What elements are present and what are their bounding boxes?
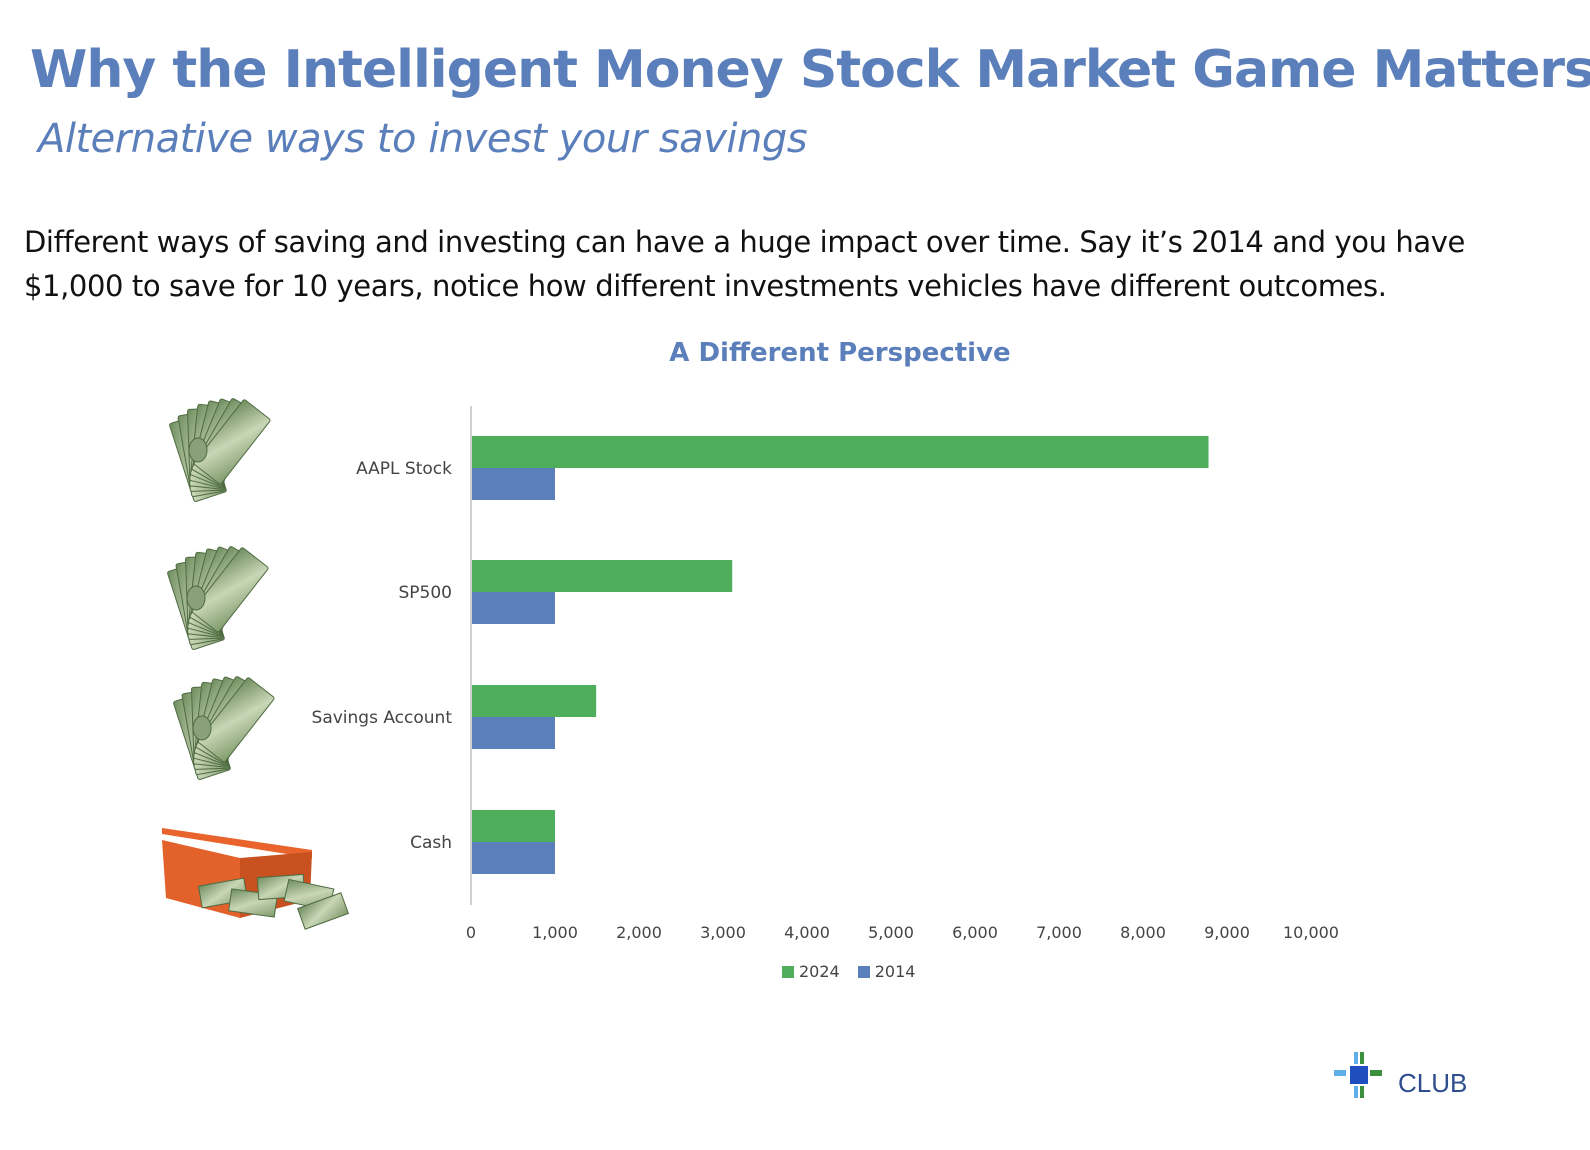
page-title: Why the Intelligent Money Stock Market G… [30,40,1590,100]
x-tick-label: 5,000 [868,923,914,942]
chart-title: A Different Perspective [669,338,1011,368]
legend-swatch-2014 [857,965,870,978]
legend-item-2014: 2014 [857,962,916,981]
category-label: SP500 [399,583,453,603]
chart-legend: 2024 2014 [782,962,915,981]
bar-savings-account-2014 [471,717,555,749]
bar-sp500-2024 [471,560,733,592]
x-tick-label: 0 [466,923,476,942]
x-tick-label: 10,000 [1283,923,1339,942]
bill-shape [191,547,269,633]
x-tick-label: 8,000 [1120,923,1166,942]
bill-portrait [188,437,208,463]
bill-shape [197,677,275,763]
logo-text: CLUB [1398,1068,1468,1098]
money-fan-icon [173,676,275,780]
x-tick-label: 2,000 [616,923,662,942]
legend-label-2024: 2024 [799,962,840,981]
bar-aapl-stock-2024 [471,436,1209,468]
bar-cash-2024 [471,810,555,842]
bill-portrait [186,585,206,611]
box-lid [162,828,312,858]
bar-cash-2014 [471,842,555,874]
bar-sp500-2014 [471,592,555,624]
x-tick-label: 1,000 [532,923,578,942]
legend-item-2024: 2024 [782,962,840,981]
bar-savings-account-2024 [471,685,597,717]
money-fan-icon [169,398,271,502]
money-fan-icon [167,546,269,650]
box-bill [296,892,350,930]
x-tick-label: 4,000 [784,923,830,942]
money-box-icon [162,828,350,930]
bill-shape [193,399,271,485]
x-tick-label: 9,000 [1204,923,1250,942]
x-tick-label: 7,000 [1036,923,1082,942]
x-tick-label: 6,000 [952,923,998,942]
category-label: AAPL Stock [356,459,452,479]
cross-logo-icon [1334,1052,1382,1098]
club-logo: CLUB [1334,1052,1484,1102]
x-tick-label: 3,000 [700,923,746,942]
category-label: Savings Account [312,708,453,728]
legend-label-2014: 2014 [874,962,916,981]
page-subtitle: Alternative ways to invest your savings [38,116,808,162]
box-front [162,840,240,918]
bill-portrait [192,715,212,741]
bar-aapl-stock-2014 [471,468,555,500]
category-label: Cash [410,833,452,853]
intro-paragraph: Different ways of saving and investing c… [24,225,1465,303]
legend-swatch-2024 [782,965,794,978]
